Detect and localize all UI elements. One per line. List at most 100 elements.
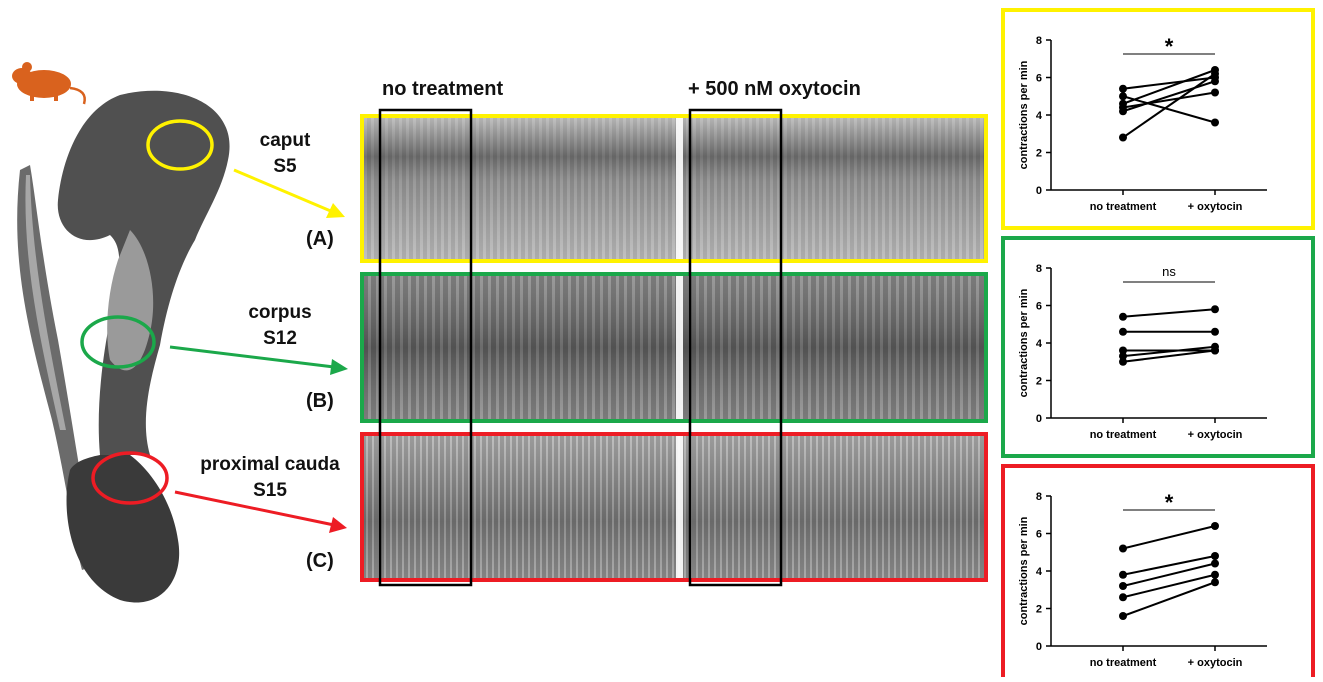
data-point [1119,593,1127,602]
pair-line [1122,72,1216,139]
region-name: corpus [248,302,312,323]
x-tick-label: no treatment [1090,429,1157,441]
data-point [1211,346,1219,355]
pair-line [1122,80,1216,113]
pair-line [1122,91,1216,109]
condition-label-no-treatment: no treatment [382,78,504,100]
region-segment: S5 [273,156,297,177]
data-point [1211,327,1219,336]
region-label-corpus: corpus S12 [230,300,330,352]
caput-circle [146,119,214,171]
y-tick-label: 8 [1036,35,1042,47]
data-point [1119,346,1127,355]
corpus-circle [80,315,156,369]
region-label-cauda: proximal cauda S15 [180,452,360,504]
x-tick-label: + oxytocin [1188,657,1243,669]
data-point [1211,578,1219,587]
y-tick-label: 6 [1036,301,1042,313]
cauda-arrow [174,490,347,533]
data-point [1211,570,1219,579]
pair-line [1122,555,1216,576]
data-point [1119,92,1127,101]
data-point [1119,327,1127,336]
x-tick-label: + oxytocin [1188,429,1243,441]
pair-line [1122,349,1216,363]
pair-line [1122,308,1216,318]
data-point [1119,544,1127,553]
region-name: proximal cauda [200,454,340,475]
y-axis-label: contractions per min [1018,60,1030,169]
y-tick-label: 4 [1036,338,1043,350]
x-tick-label: no treatment [1090,657,1157,669]
y-tick-label: 0 [1036,413,1042,425]
data-point [1211,305,1219,314]
data-point [1211,88,1219,97]
y-tick-label: 2 [1036,376,1042,388]
data-point [1211,77,1219,86]
y-tick-label: 4 [1036,110,1043,122]
y-tick-label: 8 [1036,491,1042,503]
chart-svg: 0 2 4 6 8 no treatment + oxytocin contractions … [1018,34,1267,213]
data-point [1211,522,1219,530]
y-tick-label: 6 [1036,529,1042,541]
kymograph-caput [360,114,988,263]
data-point [1119,582,1127,590]
data-point [1119,612,1127,620]
y-tick-label: 8 [1036,263,1042,275]
data-point [1119,133,1127,142]
data-point [1119,84,1127,93]
chart-corpus: 0 2 4 6 8 no treatment + oxytocin contractions … [1001,236,1315,458]
chart-svg: 0 2 4 6 8 no treatment + oxytocin contractions … [1018,490,1267,669]
x-tick-label: no treatment [1090,201,1157,213]
panel-letter-b: (B) [306,390,334,412]
region-segment: S15 [253,480,287,501]
pair-line [1122,581,1216,617]
y-tick-label: 6 [1036,73,1042,85]
region-segment: S12 [263,328,297,349]
chart-cauda: 0 2 4 6 8 no treatment + oxytocin contractions … [1001,464,1315,677]
data-point [1211,552,1219,560]
significance-label: * [1165,490,1174,515]
window-no-treatment [378,108,473,587]
chart-svg: 0 2 4 6 8 no treatment + oxytocin contractions … [1018,263,1267,441]
caput-arrow [233,168,345,218]
region-label-caput: caput S5 [235,128,335,180]
epididymis-tissue [17,90,230,603]
pair-line [1122,95,1216,124]
kymograph-corpus [360,272,988,423]
pair-line [1122,69,1216,105]
data-point [1211,69,1219,78]
mouse-icon [12,62,86,105]
chart-caput: 0 2 4 6 8 no treatment + oxytocin contractions … [1001,8,1315,230]
y-axis-label: contractions per min [1018,516,1030,625]
data-point [1119,357,1127,366]
y-tick-label: 2 [1036,148,1042,160]
data-point [1119,103,1127,112]
pair-line [1122,345,1216,358]
panel-letter-c: (C) [306,550,334,572]
y-tick-label: 0 [1036,641,1042,653]
x-tick-label: + oxytocin [1188,201,1243,213]
significance-label: ns [1162,264,1176,279]
region-name: caput [259,130,311,151]
data-point [1119,570,1127,579]
pair-line [1122,562,1216,587]
pair-line [1122,573,1216,599]
kymograph-cauda [360,432,988,582]
data-point [1211,118,1219,127]
window-oxytocin [688,108,783,587]
y-tick-label: 0 [1036,185,1042,197]
data-point [1119,352,1127,361]
data-point [1211,559,1219,568]
y-axis-label: contractions per min [1018,288,1030,397]
significance-label: * [1165,34,1174,59]
pair-line [1122,525,1216,550]
condition-label-oxytocin: + 500 nM oxytocin [688,78,861,100]
y-tick-label: 2 [1036,604,1042,616]
panel-letter-a: (A) [306,228,334,250]
data-point [1119,312,1127,321]
cauda-circle [91,451,169,505]
corpus-arrow [169,345,348,375]
pair-line [1122,76,1216,90]
